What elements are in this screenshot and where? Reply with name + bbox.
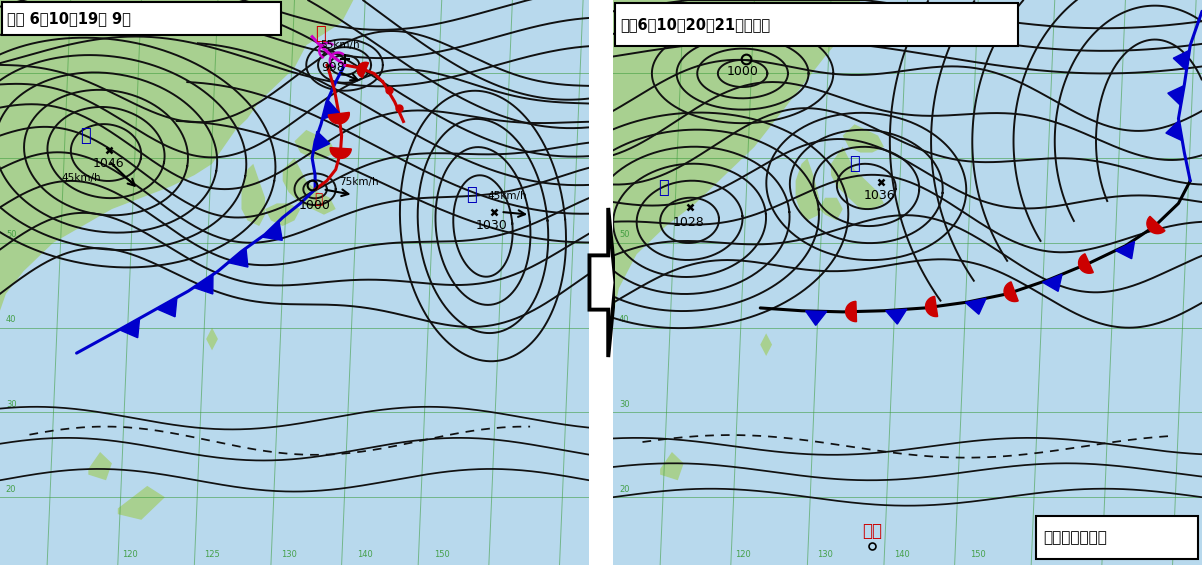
Polygon shape [589,208,615,357]
Text: 40: 40 [6,315,17,324]
Text: 45km/h: 45km/h [488,191,528,201]
Text: 120: 120 [734,550,750,559]
Polygon shape [796,158,820,220]
Text: 30: 30 [6,400,17,409]
Polygon shape [820,198,843,220]
Text: 低: 低 [716,25,727,43]
Text: 125: 125 [204,550,220,559]
Text: 150: 150 [970,550,986,559]
Polygon shape [119,318,139,338]
Text: 低: 低 [314,192,322,206]
Polygon shape [262,221,282,240]
Polygon shape [322,99,339,119]
FancyBboxPatch shape [614,3,1018,46]
Text: 低: 低 [316,25,327,43]
FancyBboxPatch shape [1,2,281,35]
Polygon shape [760,333,772,356]
Text: 45km/h: 45km/h [61,173,101,183]
Polygon shape [331,147,351,158]
Polygon shape [805,311,827,325]
Text: 120: 120 [121,550,137,559]
Polygon shape [843,124,883,153]
Text: 130: 130 [817,550,833,559]
Text: 1000: 1000 [727,64,758,77]
Polygon shape [282,158,335,215]
Text: 1036: 1036 [863,189,895,202]
Text: 熱低: 熱低 [862,521,882,540]
Text: 20: 20 [619,485,630,494]
Polygon shape [1078,254,1094,273]
Polygon shape [1147,216,1165,234]
Polygon shape [965,298,986,314]
Polygon shape [242,164,264,226]
Text: 75km/h: 75km/h [339,177,379,188]
Text: 高: 高 [466,186,476,204]
Polygon shape [357,62,369,77]
Polygon shape [1042,274,1063,292]
Text: 140: 140 [357,550,373,559]
Text: 50: 50 [6,231,17,240]
Polygon shape [89,452,112,480]
Polygon shape [228,247,248,267]
Text: 高: 高 [849,155,859,173]
Polygon shape [1168,85,1184,106]
Polygon shape [328,112,350,124]
Polygon shape [264,203,300,226]
Text: 1028: 1028 [673,216,704,229]
Text: 令和6年10月20日21時の予想: 令和6年10月20日21時の予想 [620,17,770,32]
Polygon shape [831,147,883,209]
Text: 1030: 1030 [476,219,507,232]
Text: 160: 160 [1047,550,1063,559]
Polygon shape [613,0,861,316]
Text: 1000: 1000 [299,199,331,212]
Text: 高: 高 [81,127,91,145]
Text: 140: 140 [894,550,910,559]
Text: 1046: 1046 [93,157,125,170]
FancyBboxPatch shape [1036,516,1198,559]
Polygon shape [926,297,938,316]
Polygon shape [1115,241,1135,259]
Polygon shape [156,297,177,317]
Polygon shape [294,130,335,158]
Text: ４８時間予想図: ４８時間予想図 [1043,531,1107,545]
Text: 高: 高 [657,179,668,197]
Polygon shape [1166,121,1183,141]
Polygon shape [0,0,353,311]
Polygon shape [118,486,165,520]
Text: 令和 6年10月19日 9時: 令和 6年10月19日 9時 [7,11,131,26]
Text: 130: 130 [280,550,297,559]
Polygon shape [1173,50,1190,70]
Text: 50: 50 [619,231,630,240]
Polygon shape [314,131,329,151]
Polygon shape [194,275,213,294]
Text: 150: 150 [434,550,450,559]
Text: 55km/h: 55km/h [320,40,359,50]
Text: 40: 40 [619,315,630,324]
Text: 998: 998 [321,60,345,73]
Polygon shape [207,328,218,350]
Polygon shape [1004,282,1018,302]
Text: 30: 30 [619,400,630,409]
Polygon shape [660,452,684,480]
Text: 20: 20 [6,485,17,494]
Polygon shape [886,309,906,324]
Polygon shape [846,301,857,321]
